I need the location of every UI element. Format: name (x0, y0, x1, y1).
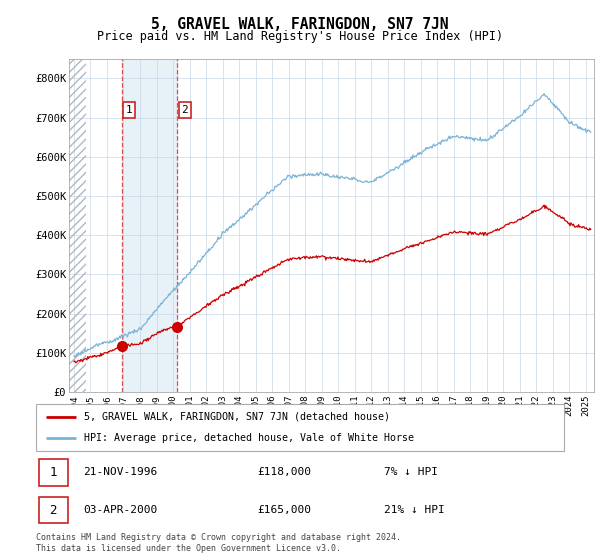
FancyBboxPatch shape (38, 497, 68, 524)
Text: Price paid vs. HM Land Registry's House Price Index (HPI): Price paid vs. HM Land Registry's House … (97, 30, 503, 43)
Text: 5, GRAVEL WALK, FARINGDON, SN7 7JN (detached house): 5, GRAVEL WALK, FARINGDON, SN7 7JN (deta… (83, 412, 389, 422)
FancyBboxPatch shape (36, 404, 564, 451)
Bar (69, 59, 86, 392)
Bar (69, 59, 86, 392)
Bar (122, 59, 177, 392)
Text: Contains HM Land Registry data © Crown copyright and database right 2024.
This d: Contains HM Land Registry data © Crown c… (36, 533, 401, 553)
Text: 2: 2 (181, 105, 188, 115)
Text: 1: 1 (49, 466, 57, 479)
Text: 1: 1 (126, 105, 133, 115)
Text: 2: 2 (49, 504, 57, 517)
Text: 7% ↓ HPI: 7% ↓ HPI (385, 468, 439, 478)
Bar (69, 59, 86, 392)
FancyBboxPatch shape (38, 459, 68, 486)
Text: 21% ↓ HPI: 21% ↓ HPI (385, 505, 445, 515)
Text: 03-APR-2000: 03-APR-2000 (83, 505, 158, 515)
Text: £118,000: £118,000 (258, 468, 312, 478)
Text: £165,000: £165,000 (258, 505, 312, 515)
Text: 21-NOV-1996: 21-NOV-1996 (83, 468, 158, 478)
Text: 5, GRAVEL WALK, FARINGDON, SN7 7JN: 5, GRAVEL WALK, FARINGDON, SN7 7JN (151, 17, 449, 32)
Text: HPI: Average price, detached house, Vale of White Horse: HPI: Average price, detached house, Vale… (83, 433, 413, 444)
